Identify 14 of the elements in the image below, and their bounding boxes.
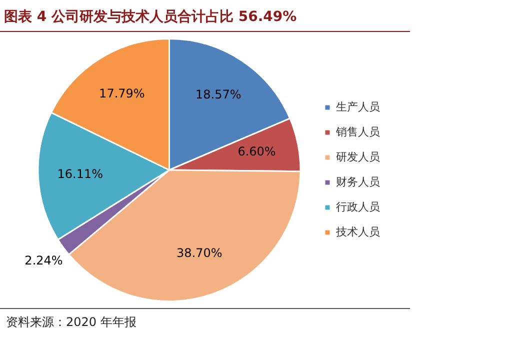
data-label: 6.60% [238,144,276,159]
legend-label: 生产人员 [336,100,380,114]
legend-label: 行政人员 [336,200,380,214]
data-label: 17.79% [99,86,145,100]
data-label: 2.24% [24,254,63,268]
legend-label: 财务人员 [336,175,380,188]
chart-title: 图表 4 公司研发与技术人员合计占比 56.49% [4,8,297,26]
data-label: 38.70% [176,246,222,260]
data-label: 16.11% [57,166,104,181]
data-label: 18.57% [196,88,242,102]
legend-label: 销售人员 [335,125,380,138]
legend-label: 研发人员 [336,150,380,164]
text: 资料来源：2020 年年报 [6,314,136,331]
legend-label: 技术人员 [335,225,380,238]
